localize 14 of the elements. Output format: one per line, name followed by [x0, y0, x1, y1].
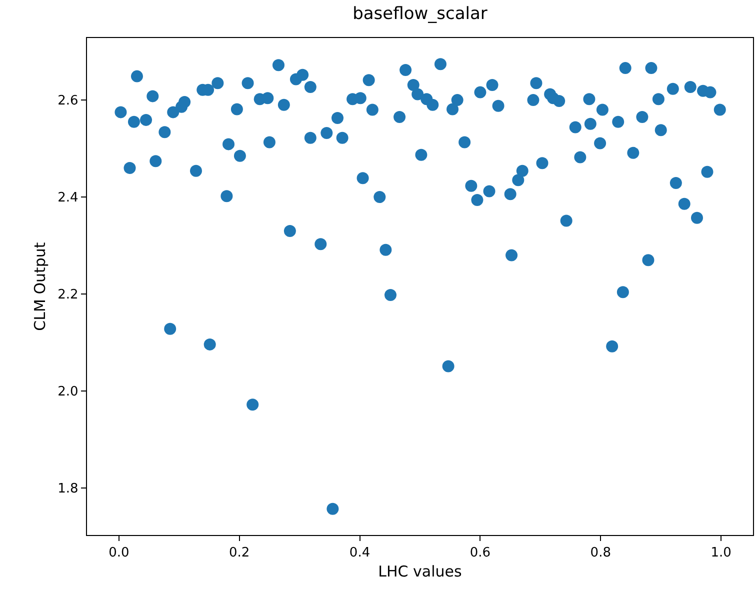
y-tick-label: 2.6 [58, 94, 78, 109]
x-axis-title: LHC values [378, 562, 462, 581]
chart-title: baseflow_scalar [352, 4, 488, 24]
y-tick-label: 2.4 [58, 190, 78, 206]
y-axis-title: CLM Output [30, 242, 49, 331]
y-tick-label: 2.2 [58, 288, 78, 303]
y-tick-label: 1.8 [58, 482, 78, 497]
x-tick-label: 0.2 [229, 546, 250, 561]
x-tick-label: 0.6 [470, 546, 491, 561]
y-tick-label: 2.0 [58, 384, 78, 400]
x-tick-label: 0.8 [590, 546, 611, 561]
x-tick-label: 0.4 [349, 546, 370, 561]
x-tick-label: 0.0 [108, 546, 130, 561]
x-tick-label: 1.0 [710, 546, 732, 561]
